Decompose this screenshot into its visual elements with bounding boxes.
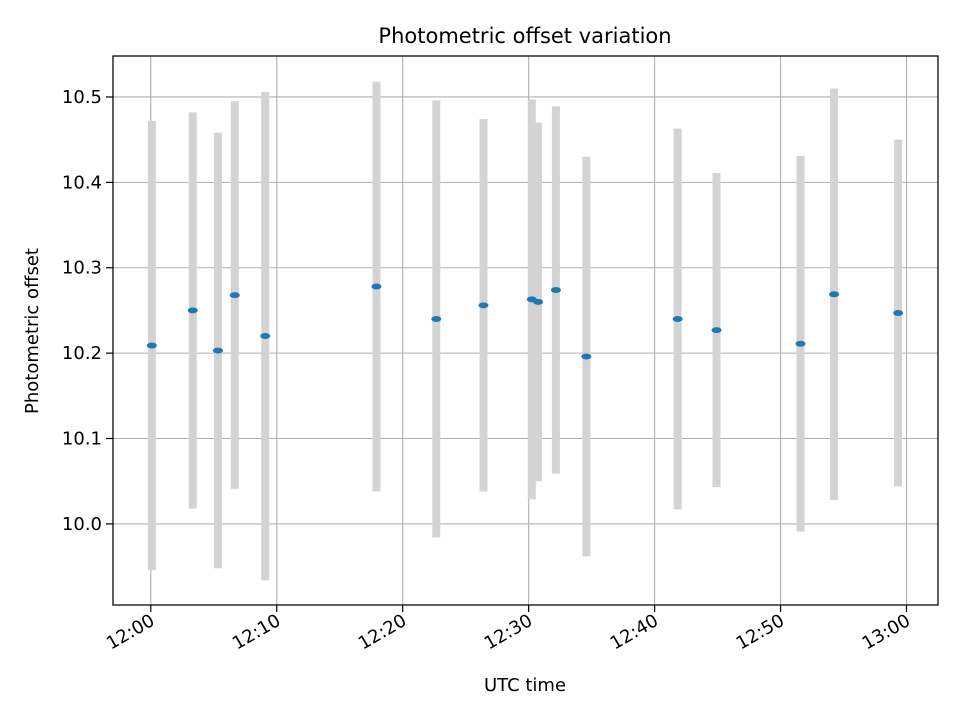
data-point xyxy=(829,291,840,298)
data-point xyxy=(581,353,592,360)
data-point xyxy=(431,315,442,322)
y-tick-label: 10.4 xyxy=(62,172,102,193)
data-point xyxy=(212,347,223,354)
data-point xyxy=(478,302,489,309)
data-point xyxy=(533,298,544,305)
data-point xyxy=(711,327,722,334)
y-tick-label: 10.5 xyxy=(62,87,102,108)
data-point xyxy=(187,307,198,314)
data-point xyxy=(550,286,561,293)
marker-layer xyxy=(146,283,904,360)
data-point xyxy=(893,309,904,316)
plot-frame xyxy=(112,55,939,606)
chart-title: Photometric offset variation xyxy=(378,24,671,48)
y-axis-label: Photometric offset xyxy=(22,248,43,414)
data-point xyxy=(146,342,157,349)
data-point xyxy=(371,283,382,290)
data-point xyxy=(229,292,240,299)
data-point xyxy=(795,340,806,347)
y-tick-label: 10.2 xyxy=(62,343,102,364)
data-point xyxy=(672,315,683,322)
y-tick-label: 10.1 xyxy=(62,429,102,450)
x-axis-label: UTC time xyxy=(484,675,566,696)
y-tick-label: 10.3 xyxy=(62,258,102,279)
data-point xyxy=(260,333,271,340)
y-tick-label: 10.0 xyxy=(62,514,102,535)
